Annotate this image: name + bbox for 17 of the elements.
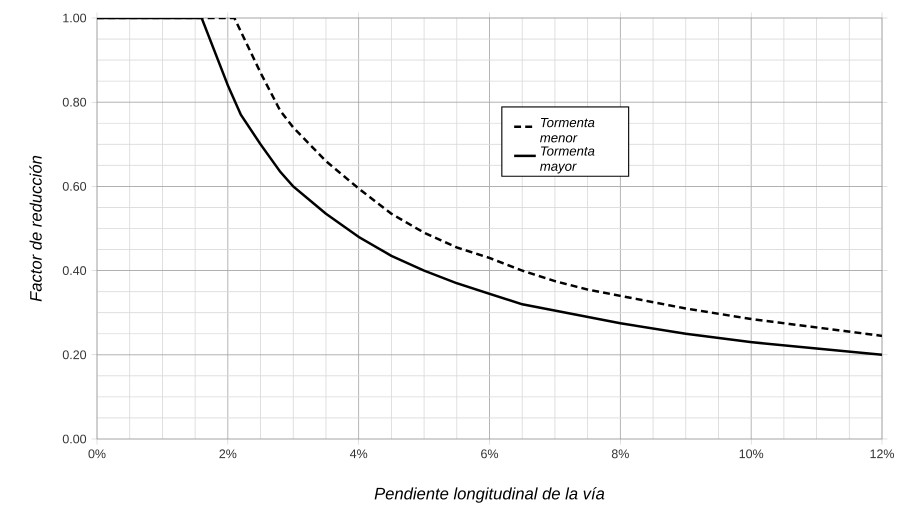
y-tick-label: 0.40 xyxy=(62,266,86,276)
x-axis-title: Pendiente longitudinal de la vía xyxy=(374,487,604,503)
legend-label: Tormenta menor xyxy=(540,118,594,142)
y-tick-label: 0.00 xyxy=(62,434,86,444)
x-tick-label: 2% xyxy=(219,449,236,458)
y-axis-title: Factor de reducción xyxy=(29,156,42,302)
y-tick-label: 0.60 xyxy=(62,182,86,191)
x-tick-label: 4% xyxy=(350,449,368,458)
x-tick-label: 10% xyxy=(740,449,764,458)
x-tick-label: 0% xyxy=(88,449,106,458)
y-tick-label: 0.80 xyxy=(62,98,86,107)
x-tick-label: 6% xyxy=(481,449,498,458)
x-tick-label: 8% xyxy=(612,449,629,458)
legend-label: Tormenta mayor xyxy=(540,146,594,174)
x-tick-label: 12% xyxy=(870,449,894,458)
y-tick-label: 0.20 xyxy=(62,350,86,360)
y-tick-label: 1.00 xyxy=(63,14,86,22)
